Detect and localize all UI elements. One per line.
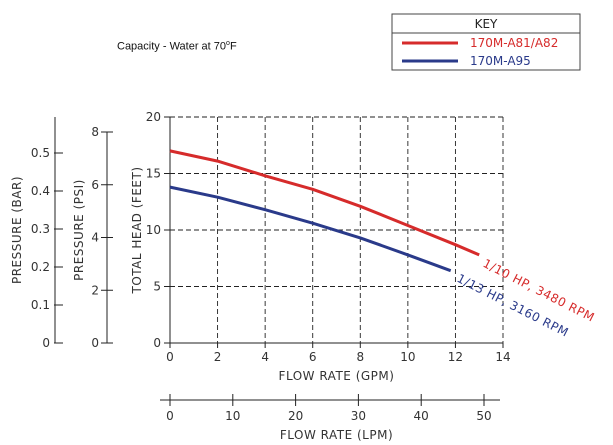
series-line-2: [169, 185, 452, 273]
lpm-tick-label: 40: [414, 409, 429, 423]
x-axis-title: FLOW RATE (GPM): [279, 369, 395, 383]
x-tick-label: 2: [214, 350, 222, 364]
lpm-tick-label: 30: [351, 409, 366, 423]
series-line-1: [169, 149, 480, 257]
y-tick-label: 10: [146, 223, 161, 237]
x-tick-label: 4: [261, 350, 269, 364]
lpm-tick-label: 50: [476, 409, 491, 423]
bar-axis-title: PRESSURE (BAR): [10, 176, 24, 284]
psi-tick-label: 2: [91, 283, 99, 297]
y-axis-title: TOTAL HEAD (FEET): [130, 166, 144, 294]
lpm-tick-label: 0: [166, 409, 174, 423]
bar-tick-label: 0.2: [31, 260, 50, 274]
lpm-axis-title: FLOW RATE (LPM): [280, 428, 393, 442]
bar-tick-label: 0: [42, 336, 50, 350]
lpm-tick-label: 10: [225, 409, 240, 423]
psi-tick-label: 0: [91, 336, 99, 350]
psi-axis-title: PRESSURE (PSI): [72, 179, 86, 281]
y-tick-label: 20: [146, 110, 161, 124]
x-tick-label: 10: [400, 350, 415, 364]
psi-tick-label: 8: [91, 125, 99, 139]
bar-tick-label: 0.4: [31, 184, 50, 198]
bar-tick-label: 0.1: [31, 298, 50, 312]
psi-tick-label: 6: [91, 178, 99, 192]
bar-tick-label: 0.5: [31, 146, 50, 160]
x-tick-label: 8: [356, 350, 364, 364]
y-tick-label: 15: [146, 167, 161, 181]
legend-title: KEY: [475, 17, 498, 31]
legend-label-1: 170M-A81/A82: [470, 36, 558, 50]
degree-symbol: o: [226, 40, 230, 47]
y-tick-label: 5: [153, 280, 161, 294]
psi-tick-label: 4: [91, 231, 99, 245]
x-tick-label: 0: [166, 350, 174, 364]
chart-caption: Capacity - Water at 70oF: [117, 40, 237, 53]
legend-label-2: 170M-A95: [470, 54, 531, 68]
caption-unit: F: [229, 40, 237, 53]
lpm-tick-label: 20: [288, 409, 303, 423]
x-tick-label: 12: [448, 350, 463, 364]
x-tick-label: 6: [309, 350, 317, 364]
caption-text: Capacity - Water at 70: [117, 40, 227, 53]
x-tick-label: 14: [495, 350, 510, 364]
bar-tick-label: 0.3: [31, 222, 50, 236]
y-tick-label: 0: [153, 336, 161, 350]
